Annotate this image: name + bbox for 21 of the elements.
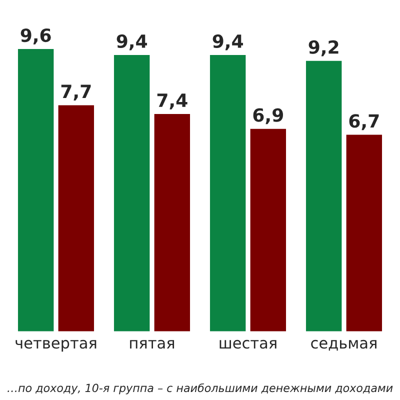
bar <box>344 133 384 332</box>
data-label: 6,7 <box>349 114 379 130</box>
x-tick-label: шестая <box>220 340 276 349</box>
bar <box>152 112 192 332</box>
data-label: 7,4 <box>157 94 188 110</box>
data-label: 6,9 <box>253 108 283 124</box>
data-label: 9,4 <box>212 34 244 50</box>
text: …по доходу, 10-я группа – с наибольшими денежными доходами <box>8 383 393 394</box>
bar <box>304 59 344 332</box>
bar <box>248 127 288 332</box>
x-tick-label: пятая <box>130 340 174 349</box>
x-tick-label: четвертая <box>16 340 96 352</box>
data-label: 9,2 <box>308 40 338 56</box>
x-tick-label: седьмая <box>311 340 376 351</box>
data-label: 9,6 <box>20 28 51 44</box>
data-label: 9,4 <box>116 34 148 50</box>
bar <box>208 54 248 332</box>
bar <box>112 54 152 332</box>
data-label: 7,7 <box>61 84 91 101</box>
bar <box>56 104 96 332</box>
bar <box>16 48 56 332</box>
